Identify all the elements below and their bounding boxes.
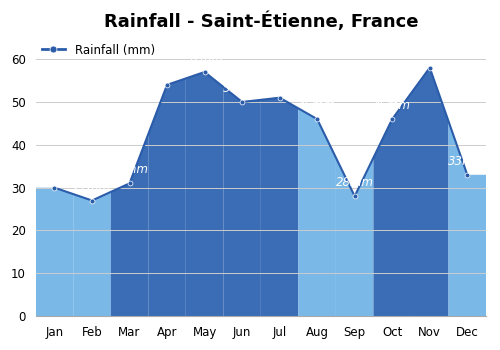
Text: 46mm: 46mm — [373, 99, 411, 112]
Polygon shape — [111, 134, 148, 316]
Text: 57mm: 57mm — [186, 52, 224, 65]
Text: 28mm: 28mm — [336, 176, 374, 189]
Title: Rainfall - Saint-Étienne, France: Rainfall - Saint-Étienne, France — [104, 11, 418, 30]
Polygon shape — [336, 158, 374, 316]
Text: 51mm: 51mm — [260, 78, 298, 91]
Polygon shape — [186, 72, 224, 316]
Text: 46mm: 46mm — [298, 99, 336, 112]
Polygon shape — [411, 68, 449, 316]
Polygon shape — [148, 78, 186, 316]
Text: 33mm: 33mm — [448, 155, 486, 168]
Text: 27mm: 27mm — [73, 181, 111, 194]
Polygon shape — [374, 93, 411, 316]
Polygon shape — [448, 121, 486, 316]
Text: 54mm: 54mm — [148, 65, 186, 78]
Polygon shape — [298, 108, 336, 316]
Text: 50mm: 50mm — [223, 82, 261, 95]
Legend: Rainfall (mm): Rainfall (mm) — [42, 44, 155, 57]
Polygon shape — [36, 188, 73, 316]
Polygon shape — [261, 98, 298, 316]
Text: 30mm: 30mm — [36, 168, 74, 181]
Polygon shape — [73, 192, 111, 316]
Text: 58mm: 58mm — [410, 48, 449, 61]
Polygon shape — [224, 87, 261, 316]
Text: 31mm: 31mm — [110, 163, 148, 176]
